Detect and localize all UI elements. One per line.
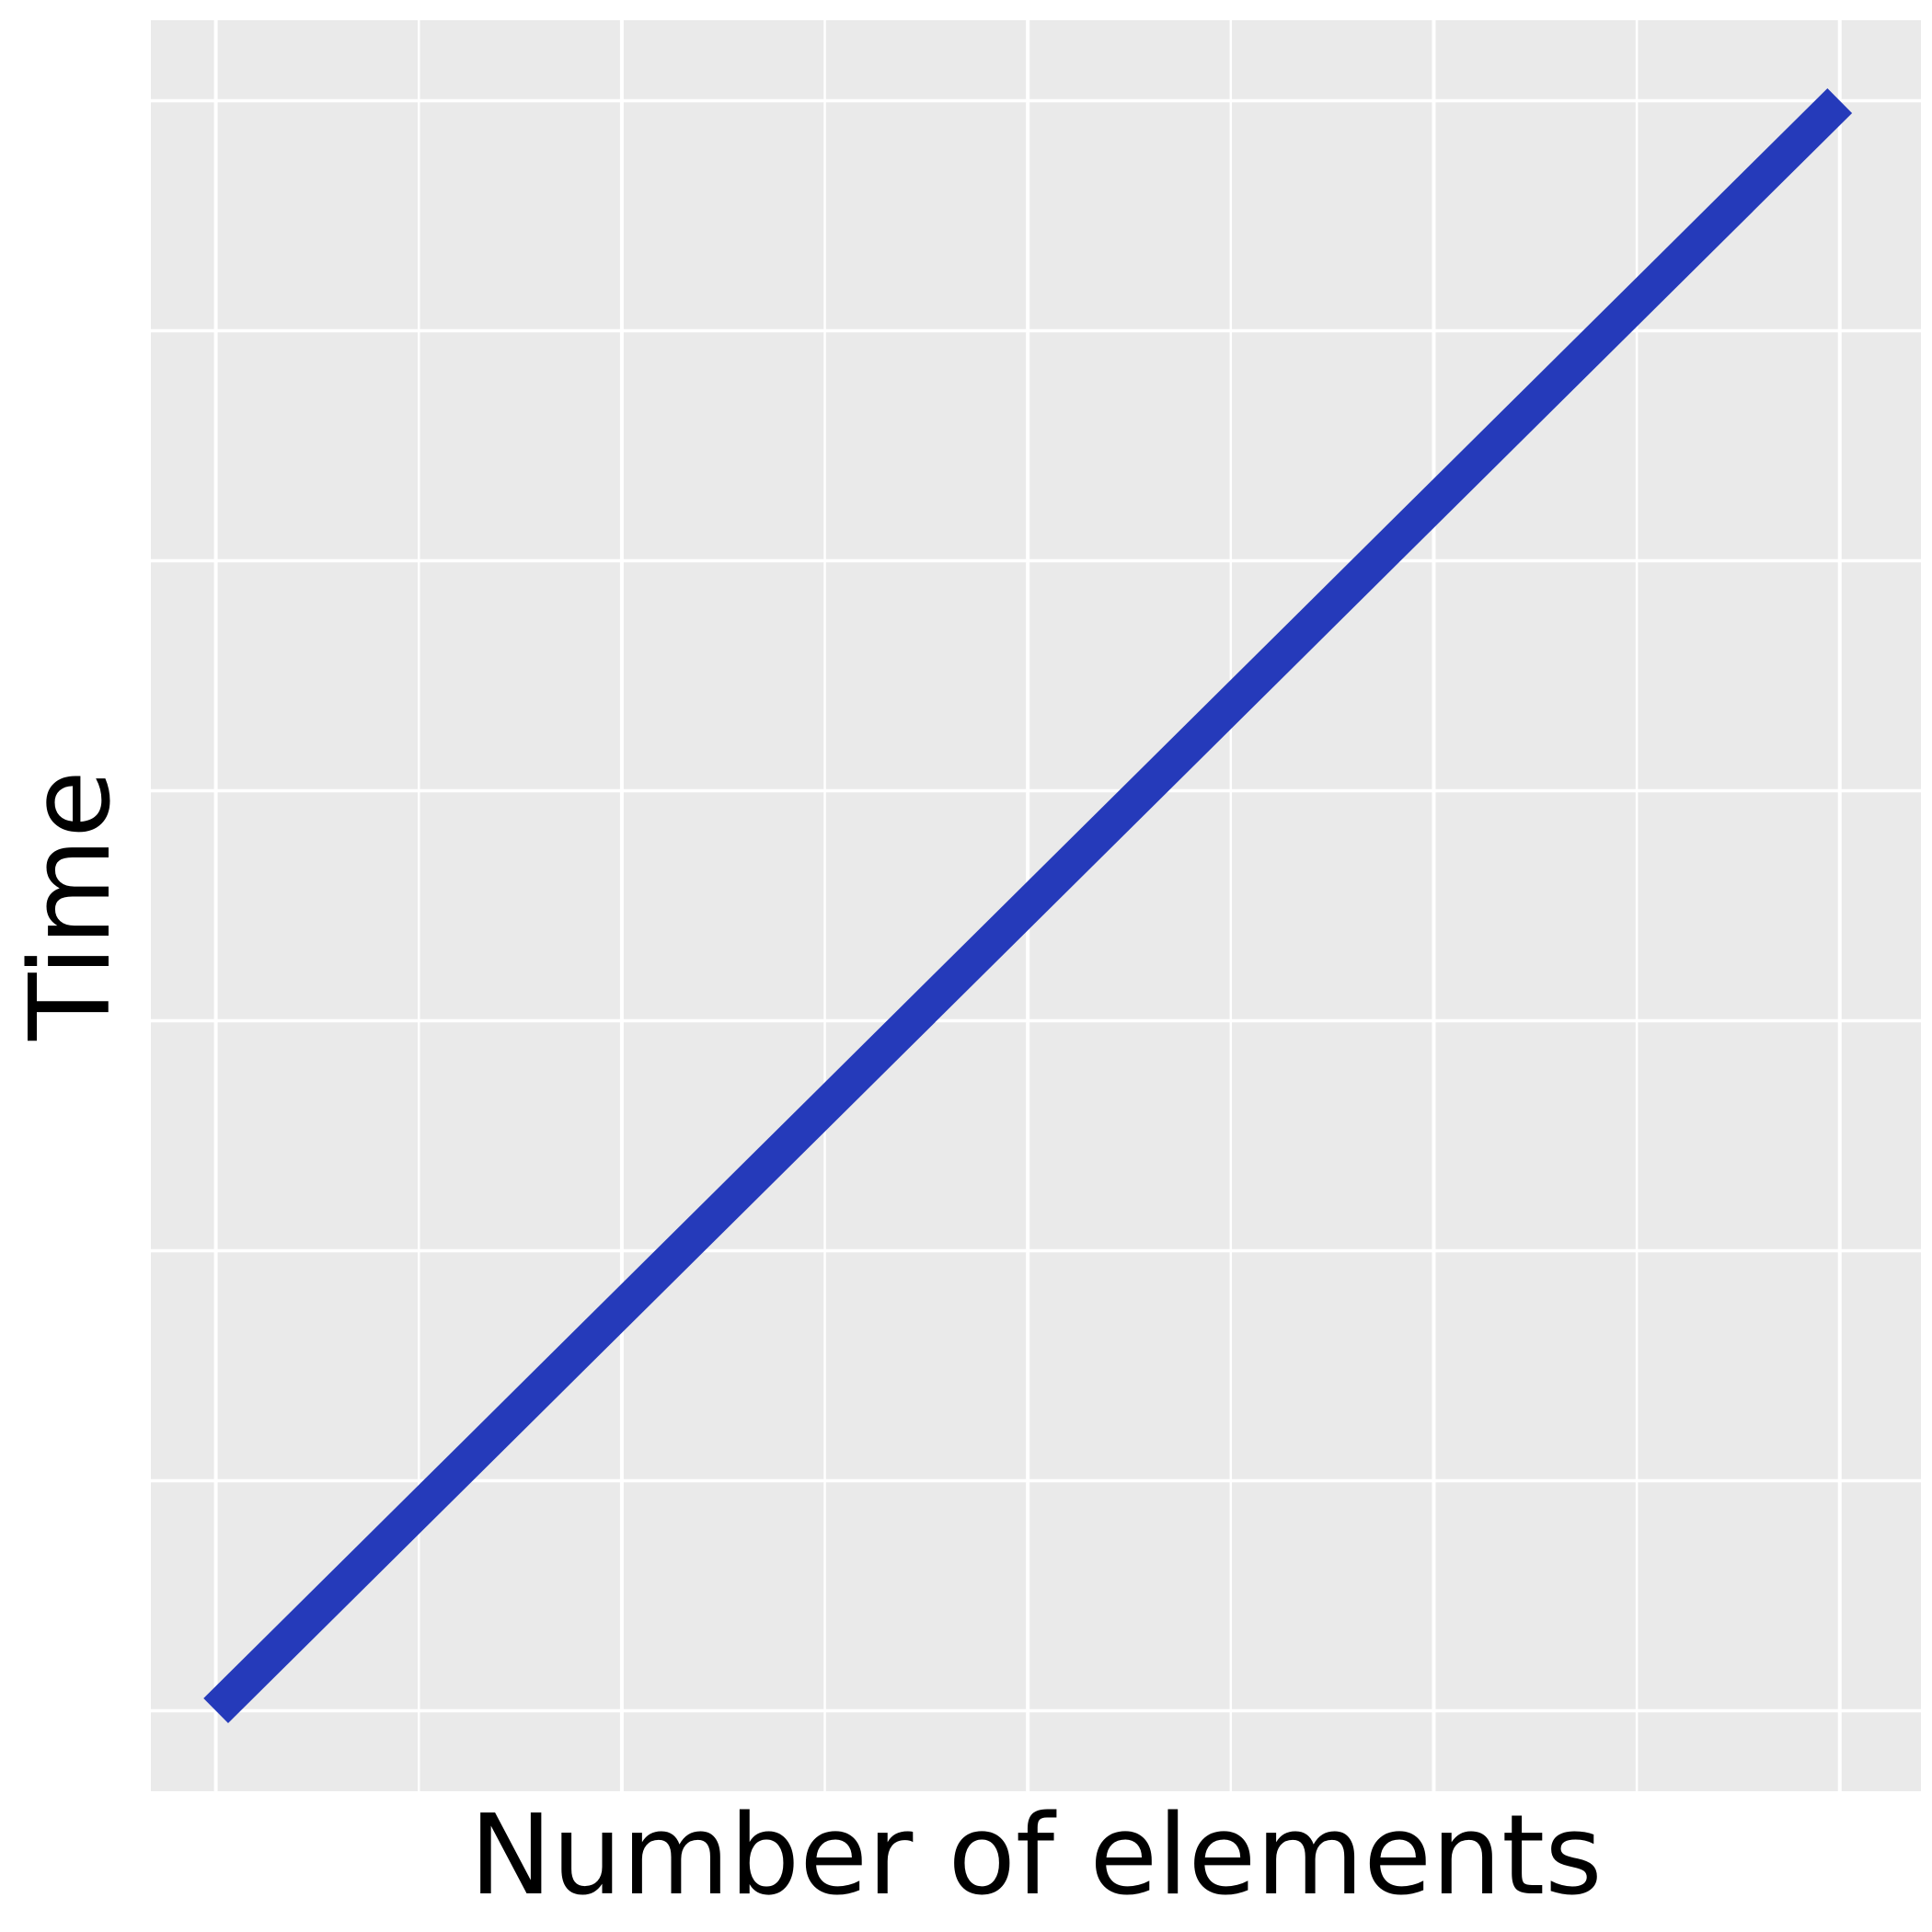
- y-axis-label: Time: [7, 770, 135, 1041]
- series-layer: [203, 88, 1853, 1723]
- x-axis-label: Number of elements: [469, 1792, 1602, 1920]
- series-line: [203, 88, 1853, 1723]
